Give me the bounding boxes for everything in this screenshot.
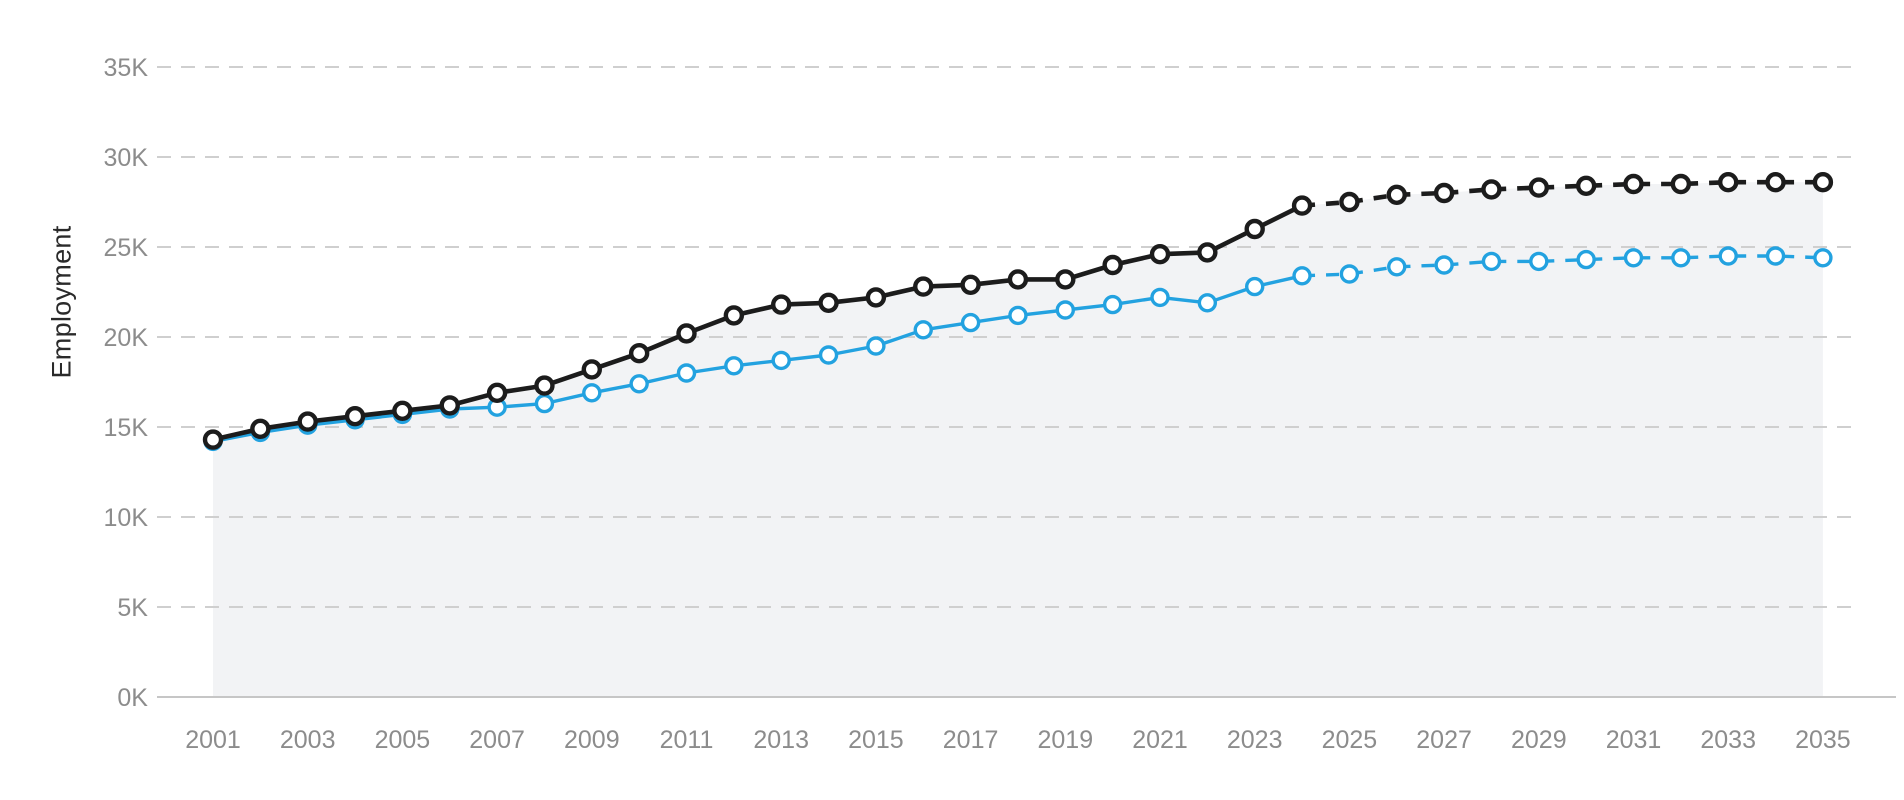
black-data-point-marker — [534, 375, 555, 396]
x-tick-label: 2011 — [660, 726, 714, 754]
blue-data-point-marker — [1197, 293, 1218, 313]
blue-data-point-marker — [1055, 300, 1076, 320]
blue-data-point-marker — [1150, 287, 1170, 308]
blue-data-point-marker — [1244, 276, 1265, 297]
black-data-point-marker — [202, 429, 224, 450]
black-data-point-marker — [676, 323, 697, 344]
black-data-point-marker — [1481, 179, 1502, 200]
black-data-point-marker — [581, 359, 602, 380]
blue-data-point-marker — [913, 320, 933, 340]
blue-data-point-marker — [1481, 251, 1502, 272]
y-tick-label: 35K — [104, 54, 149, 82]
black-data-point-marker — [1575, 175, 1597, 197]
black-data-point-marker — [1149, 243, 1171, 265]
x-tick-label: 2025 — [1322, 726, 1378, 754]
x-tick-label: 2021 — [1132, 726, 1188, 754]
blue-data-point-marker — [629, 374, 649, 394]
blue-data-point-marker — [1339, 264, 1360, 284]
blue-data-point-marker — [1813, 248, 1833, 268]
black-data-point-marker — [1812, 171, 1834, 193]
black-data-point-marker — [818, 292, 839, 313]
x-tick-label: 2017 — [943, 726, 999, 754]
black-data-point-marker — [1244, 218, 1265, 240]
x-tick-label: 2015 — [848, 726, 904, 754]
black-data-point-marker — [1528, 177, 1550, 198]
y-tick-label: 30K — [104, 144, 149, 172]
blue-data-point-marker — [534, 393, 555, 414]
blue-data-point-marker — [1102, 294, 1123, 315]
blue-data-point-marker — [1623, 248, 1644, 268]
area-fill — [213, 182, 1823, 697]
y-tick-label: 10K — [104, 504, 149, 532]
x-tick-label: 2023 — [1227, 726, 1283, 754]
black-data-point-marker — [439, 395, 460, 416]
black-data-point-marker — [865, 287, 887, 308]
blue-data-point-marker — [1434, 255, 1454, 275]
y-tick-label: 15K — [104, 414, 149, 442]
black-data-point-marker — [1007, 269, 1029, 290]
x-tick-label: 2003 — [280, 726, 336, 754]
blue-data-point-marker — [676, 363, 697, 383]
black-data-point-marker — [1291, 195, 1313, 216]
black-data-point-marker — [1386, 184, 1407, 206]
x-tick-label: 2007 — [469, 726, 525, 754]
black-data-point-marker — [1765, 171, 1786, 193]
x-tick-label: 2019 — [1037, 726, 1093, 754]
blue-data-point-marker — [1529, 251, 1549, 272]
blue-data-point-marker — [1008, 305, 1028, 326]
blue-data-point-marker — [818, 345, 839, 365]
x-tick-label: 2009 — [564, 726, 620, 754]
y-tick-label: 25K — [104, 234, 149, 262]
blue-data-point-marker — [960, 312, 981, 333]
black-data-point-marker — [1623, 173, 1644, 195]
black-data-point-marker — [771, 294, 792, 315]
black-data-point-marker — [344, 406, 366, 427]
black-data-point-marker — [723, 305, 745, 326]
black-data-point-marker — [1055, 269, 1076, 290]
black-data-point-marker — [1670, 173, 1692, 195]
black-data-point-marker — [486, 382, 508, 403]
x-tick-label: 2033 — [1700, 726, 1756, 754]
x-tick-label: 2035 — [1795, 726, 1851, 754]
black-data-point-marker — [1717, 171, 1739, 193]
black-data-point-marker — [960, 274, 981, 295]
blue-data-point-marker — [771, 350, 791, 371]
black-data-point-marker — [392, 400, 413, 421]
x-tick-label: 2001 — [185, 726, 241, 754]
y-tick-label: 20K — [104, 324, 149, 352]
blue-data-point-marker — [1671, 248, 1691, 268]
x-tick-label: 2031 — [1606, 726, 1662, 754]
black-data-point-marker — [1433, 182, 1455, 204]
x-tick-label: 2005 — [375, 726, 431, 754]
black-data-point-marker — [250, 418, 271, 439]
black-data-point-marker — [1197, 242, 1218, 263]
y-tick-label: 0K — [117, 684, 148, 712]
x-tick-label: 2027 — [1416, 726, 1472, 754]
blue-data-point-marker — [1292, 266, 1312, 286]
black-data-point-marker — [1102, 254, 1123, 276]
y-tick-label: 5K — [117, 594, 148, 622]
black-data-point-marker — [297, 411, 318, 432]
blue-data-point-marker — [724, 356, 744, 376]
black-data-point-marker — [628, 343, 650, 364]
black-data-point-marker — [913, 276, 934, 297]
blue-data-point-marker — [1765, 246, 1786, 266]
blue-data-point-marker — [1576, 249, 1596, 270]
black-data-point-marker — [1339, 191, 1360, 213]
blue-data-point-marker — [866, 336, 886, 356]
x-tick-label: 2013 — [753, 726, 809, 754]
x-tick-label: 2029 — [1511, 726, 1567, 754]
blue-data-point-marker — [1387, 257, 1407, 277]
blue-data-point-marker — [582, 383, 602, 403]
blue-data-point-marker — [1718, 246, 1738, 266]
